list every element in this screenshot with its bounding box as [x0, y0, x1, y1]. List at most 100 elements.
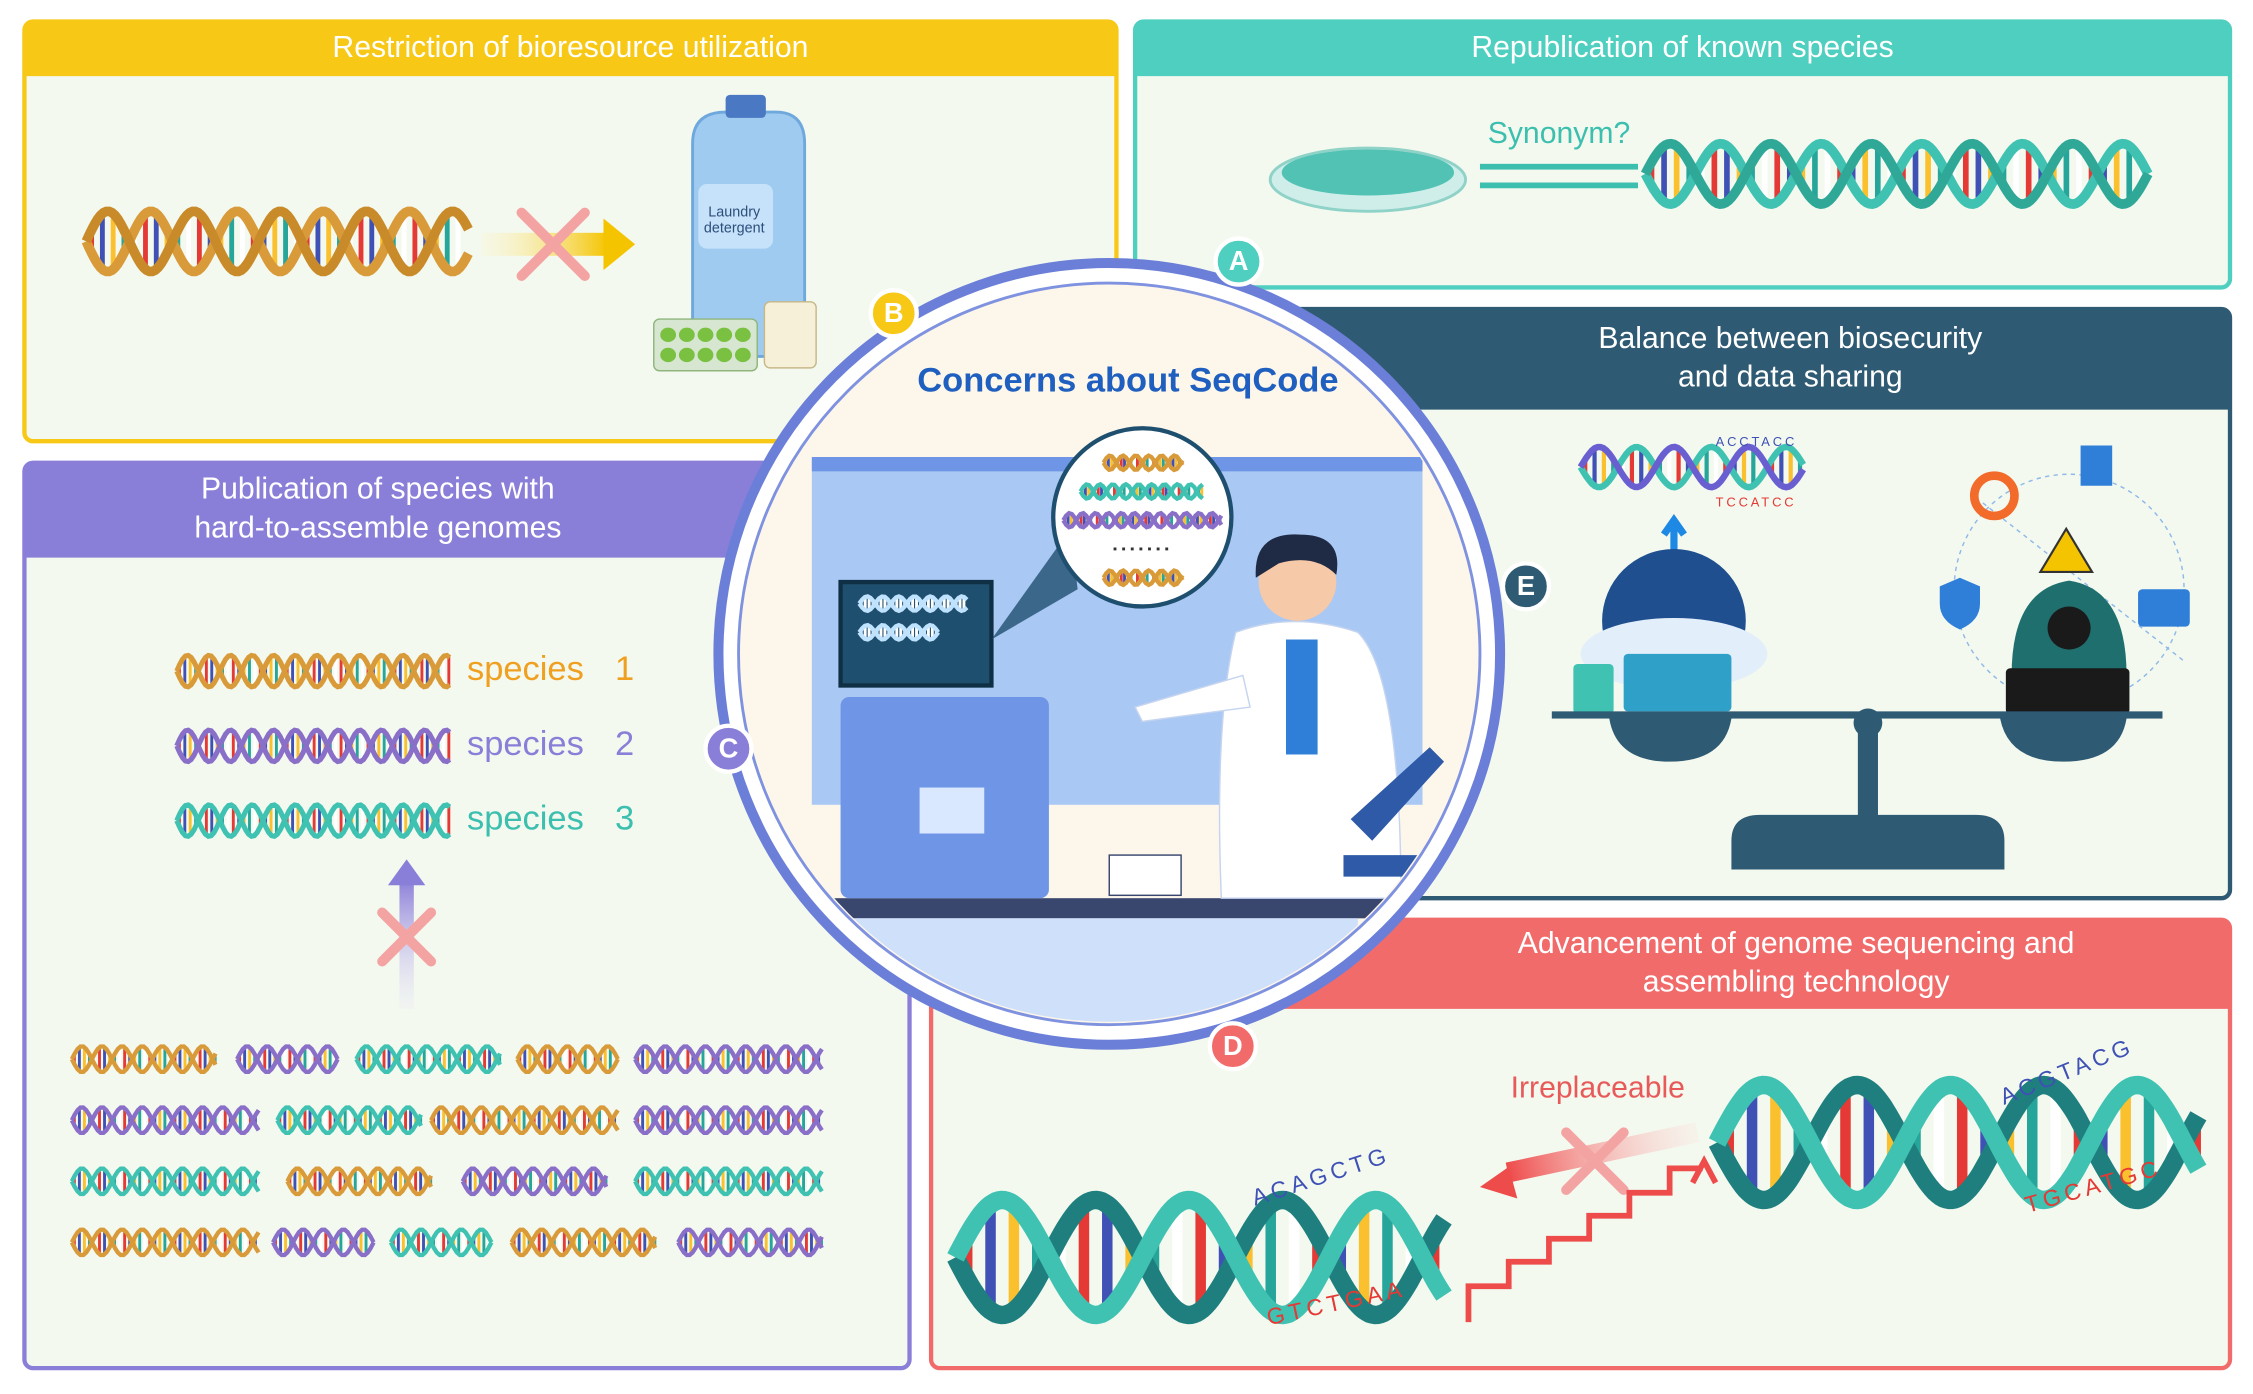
scale-knob — [1853, 708, 1883, 738]
dna-helix — [460, 1166, 609, 1197]
letter-badge — [1500, 561, 1552, 612]
arrow-head — [387, 859, 426, 886]
tablet — [697, 327, 714, 343]
annotation: Synonym? — [1488, 117, 1630, 150]
dna-strand — [174, 802, 452, 839]
scientist-hair — [1255, 534, 1338, 578]
dna-strand — [174, 652, 452, 690]
dna-strand — [857, 623, 941, 642]
species-number: 3 — [615, 800, 634, 838]
species-number: 2 — [615, 725, 634, 763]
bottle-cap — [725, 94, 766, 118]
tablet — [734, 347, 751, 363]
letter-badge — [703, 723, 754, 774]
product-label: Laundry — [708, 204, 761, 220]
dna-strand — [174, 802, 452, 839]
dna-helix — [1640, 138, 2153, 209]
dna-helix — [271, 1227, 376, 1258]
dna-strand — [1708, 1075, 2207, 1210]
tablet-device — [1573, 663, 1614, 715]
species-name: species — [467, 725, 584, 763]
tablet — [678, 347, 695, 363]
dna-strand — [271, 1227, 376, 1258]
zoom-cone — [991, 528, 1078, 640]
tablet-pack — [653, 318, 758, 372]
sequence: ACCTACC — [1716, 434, 1798, 449]
letter-label: A — [1229, 245, 1249, 276]
lab-bench — [804, 898, 1437, 919]
tablet — [716, 347, 733, 363]
dna-helix — [857, 622, 941, 642]
dna-strand — [69, 1227, 261, 1258]
dna-strand — [1101, 453, 1185, 473]
dna-helix — [69, 1105, 261, 1136]
letter-label: E — [1517, 570, 1535, 601]
dna-strand — [235, 1044, 340, 1074]
panel-title: Republication of known species — [1471, 31, 1893, 64]
dna-strand — [515, 1044, 620, 1074]
dna-helix — [633, 1166, 824, 1197]
panel-title: hard-to-assemble genomes — [194, 512, 561, 545]
dna-strand — [285, 1166, 433, 1197]
dna-helix — [275, 1105, 423, 1136]
dna-strand — [857, 594, 969, 613]
dna-strand — [275, 1105, 423, 1136]
panel-title: Restriction of bioresource utilization — [332, 31, 808, 64]
tablet — [678, 327, 695, 343]
dna-strand — [633, 1166, 824, 1197]
dna-strand — [1078, 482, 1205, 502]
letter-badge — [1207, 1021, 1258, 1072]
dna-helix — [69, 1166, 261, 1197]
scientist-coat — [1218, 620, 1402, 899]
scientist-arm — [1134, 674, 1251, 723]
microscope — [1343, 747, 1445, 877]
dna-helix — [235, 1044, 340, 1074]
dna-strand — [235, 1044, 340, 1074]
hacker-head — [2047, 606, 2091, 650]
dna-helix — [509, 1227, 658, 1258]
species-number: 1 — [615, 650, 634, 688]
dna-strand — [1061, 510, 1224, 530]
dna-helix — [947, 1190, 1452, 1325]
dna-strand — [633, 1105, 824, 1136]
dna-strand — [271, 1227, 376, 1258]
dna-helix — [285, 1166, 433, 1197]
arrow-head — [1690, 1155, 1719, 1185]
tablet — [697, 347, 714, 363]
dna-strand — [633, 1044, 824, 1074]
equals-line — [1479, 182, 1639, 189]
dna-strand — [174, 727, 452, 765]
dna-helix — [388, 1227, 494, 1258]
dna-helix — [69, 1227, 261, 1258]
sequence: TCCATCC — [1716, 494, 1797, 509]
tablet — [734, 327, 751, 343]
dna-strand — [354, 1044, 502, 1074]
sequencer-panel — [919, 787, 985, 834]
scale-pan — [1609, 718, 1732, 762]
shield — [1939, 577, 1980, 630]
dna-helix — [1101, 453, 1185, 473]
dna-helix — [69, 1044, 218, 1074]
dna-strand — [81, 206, 473, 277]
panel-title: assembling technology — [1643, 966, 1951, 999]
letter-label: B — [884, 297, 904, 328]
yogurt-cup — [763, 301, 817, 369]
dna-strand — [947, 1190, 1452, 1325]
species-name: species — [467, 650, 584, 688]
dna-strand — [69, 1227, 261, 1258]
letter-badge — [1213, 236, 1264, 287]
species-name: species — [467, 800, 584, 838]
dna-strand — [857, 594, 969, 614]
dna-strand — [69, 1166, 261, 1197]
petri-culture — [1281, 149, 1455, 196]
panel-header — [1135, 21, 2231, 77]
dna-helix — [633, 1044, 824, 1074]
scale-base — [1731, 814, 2005, 870]
panel-header — [24, 462, 910, 558]
dna-helix — [81, 206, 473, 277]
letter-label: D — [1223, 1030, 1243, 1061]
dna-strand — [174, 652, 452, 690]
letter-label: C — [719, 732, 739, 763]
staircase — [1465, 1165, 1703, 1323]
